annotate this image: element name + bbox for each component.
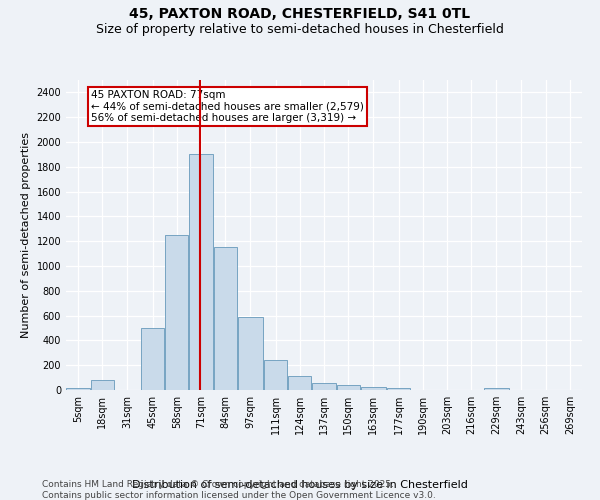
Bar (67, 388, 90, 390)
Bar (337, 385, 360, 390)
Bar (238, 317, 263, 390)
Text: Size of property relative to semi-detached houses in Chesterfield: Size of property relative to semi-detach… (96, 22, 504, 36)
Text: Contains HM Land Registry data © Crown copyright and database right 2025.
Contai: Contains HM Land Registry data © Crown c… (42, 480, 436, 500)
Bar (288, 376, 311, 390)
Bar (214, 248, 237, 390)
Bar (387, 388, 410, 390)
Bar (91, 380, 114, 390)
Bar (264, 360, 287, 390)
Bar (361, 387, 386, 390)
Text: 45 PAXTON ROAD: 77sqm
← 44% of semi-detached houses are smaller (2,579)
56% of s: 45 PAXTON ROAD: 77sqm ← 44% of semi-deta… (91, 90, 364, 123)
Bar (141, 328, 164, 390)
Bar (313, 382, 335, 390)
Text: 45, PAXTON ROAD, CHESTERFIELD, S41 0TL: 45, PAXTON ROAD, CHESTERFIELD, S41 0TL (130, 8, 470, 22)
Text: Distribution of semi-detached houses by size in Chesterfield: Distribution of semi-detached houses by … (132, 480, 468, 490)
Bar (484, 388, 509, 390)
Y-axis label: Number of semi-detached properties: Number of semi-detached properties (21, 132, 31, 338)
Bar (190, 154, 212, 390)
Bar (165, 235, 188, 390)
